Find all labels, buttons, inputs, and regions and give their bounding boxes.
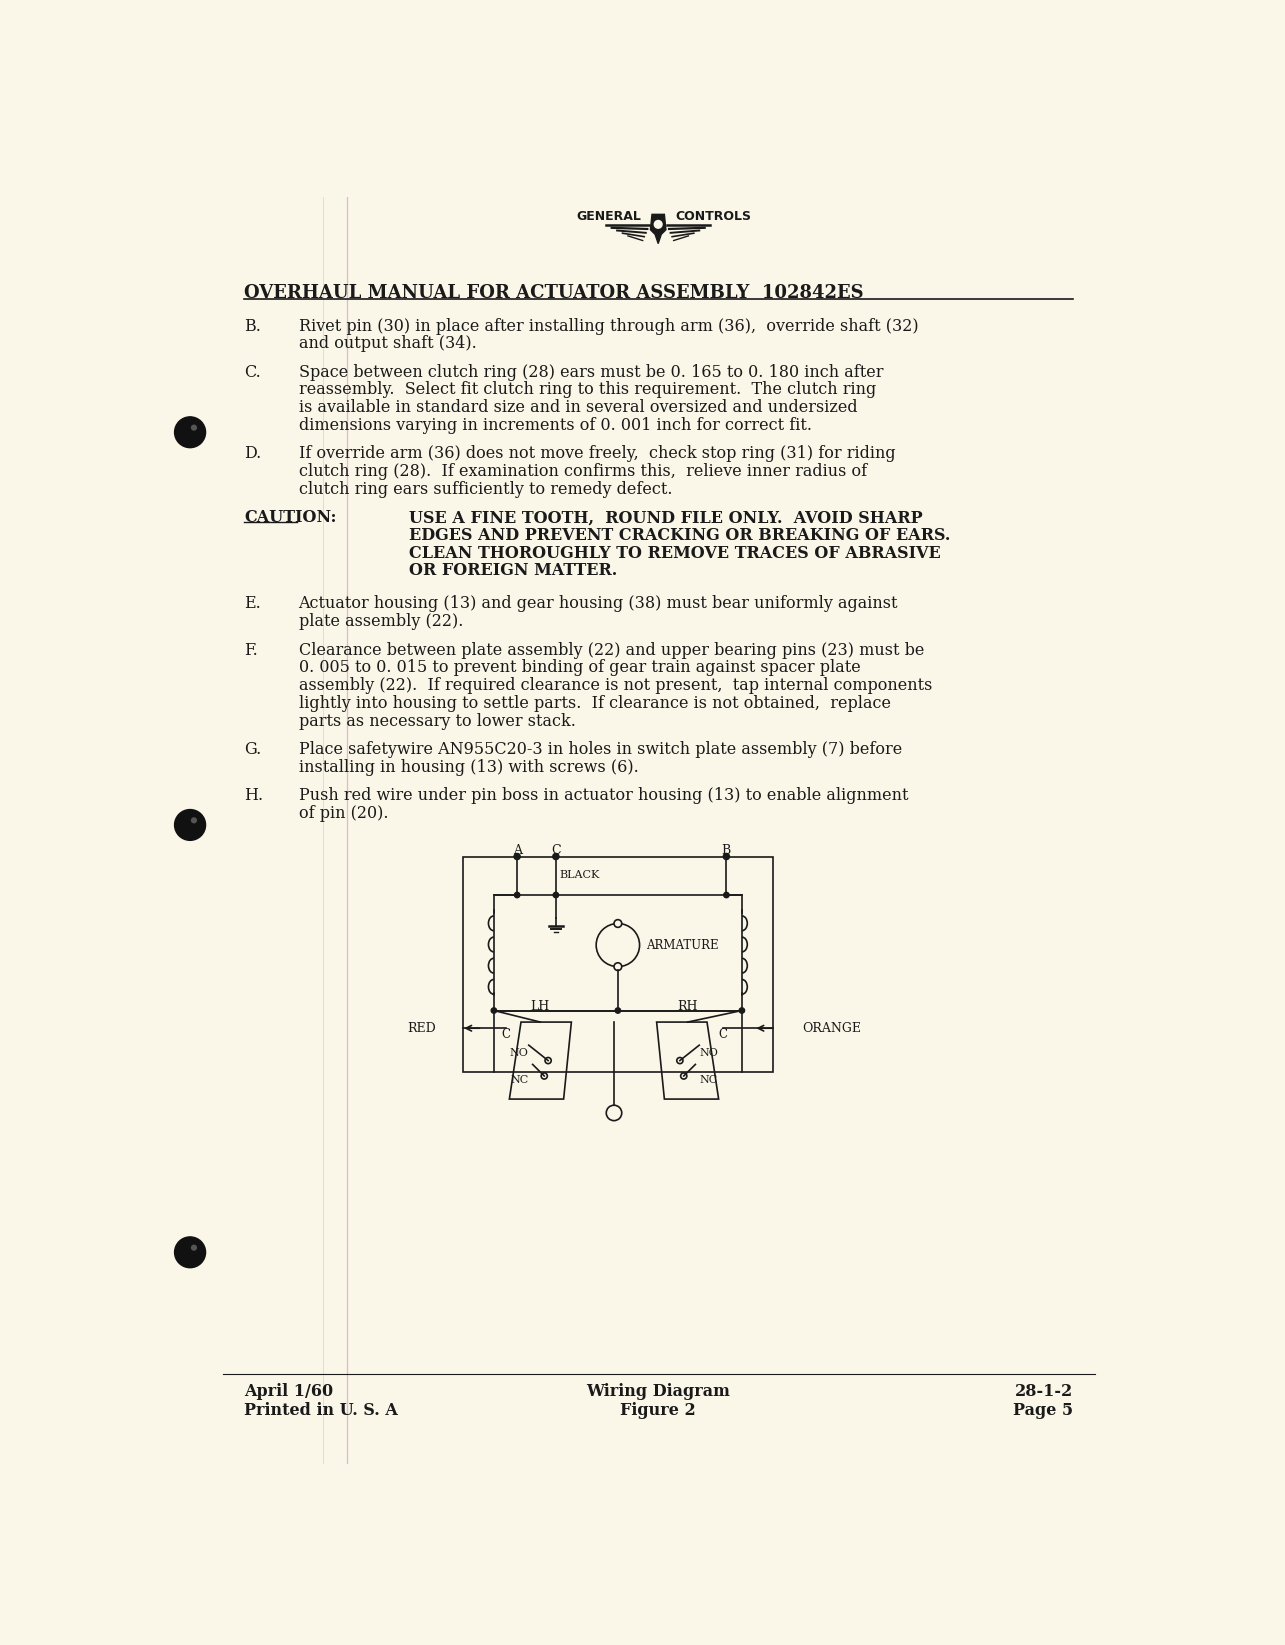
Circle shape [491, 1008, 496, 1013]
Text: G.: G. [244, 740, 262, 758]
Text: USE A FINE TOOTH,  ROUND FILE ONLY.  AVOID SHARP: USE A FINE TOOTH, ROUND FILE ONLY. AVOID… [409, 510, 923, 526]
Circle shape [175, 1237, 206, 1268]
Text: installing in housing (13) with screws (6).: installing in housing (13) with screws (… [298, 758, 639, 776]
Circle shape [191, 818, 197, 824]
Text: reassembly.  Select fit clutch ring to this requirement.  The clutch ring: reassembly. Select fit clutch ring to th… [298, 382, 876, 398]
Text: of pin (20).: of pin (20). [298, 804, 388, 822]
Text: C.: C. [244, 364, 261, 380]
Text: NC: NC [510, 1074, 528, 1084]
Text: Rivet pin (30) in place after installing through arm (36),  override shaft (32): Rivet pin (30) in place after installing… [298, 317, 919, 334]
Text: C: C [501, 1028, 510, 1041]
Text: C: C [551, 844, 560, 857]
Bar [493, 895, 741, 1010]
Text: Place safetywire AN955C20-3 in holes in switch plate assembly (7) before: Place safetywire AN955C20-3 in holes in … [298, 740, 902, 758]
Text: clutch ring ears sufficiently to remedy defect.: clutch ring ears sufficiently to remedy … [298, 480, 672, 498]
Text: dimensions varying in increments of 0. 001 inch for correct fit.: dimensions varying in increments of 0. 0… [298, 416, 812, 434]
Text: D.: D. [244, 446, 262, 462]
Text: BLACK: BLACK [560, 870, 600, 880]
Text: Printed in U. S. A: Printed in U. S. A [244, 1402, 398, 1418]
Text: GENERAL: GENERAL [576, 209, 641, 222]
Text: B.: B. [244, 317, 261, 334]
Text: CONTROLS: CONTROLS [675, 209, 752, 222]
Text: assembly (22).  If required clearance is not present,  tap internal components: assembly (22). If required clearance is … [298, 678, 932, 694]
Text: If override arm (36) does not move freely,  check stop ring (31) for riding: If override arm (36) does not move freel… [298, 446, 896, 462]
Circle shape [553, 892, 559, 898]
Circle shape [616, 1008, 621, 1013]
Text: Space between clutch ring (28) ears must be 0. 165 to 0. 180 inch after: Space between clutch ring (28) ears must… [298, 364, 883, 380]
Text: plate assembly (22).: plate assembly (22). [298, 614, 463, 630]
Text: OVERHAUL MANUAL FOR ACTUATOR ASSEMBLY  102842ES: OVERHAUL MANUAL FOR ACTUATOR ASSEMBLY 10… [244, 285, 864, 303]
Circle shape [191, 424, 197, 431]
Text: LH: LH [531, 1000, 550, 1013]
Text: CLEAN THOROUGHLY TO REMOVE TRACES OF ABRASIVE: CLEAN THOROUGHLY TO REMOVE TRACES OF ABR… [409, 544, 941, 561]
Text: Clearance between plate assembly (22) and upper bearing pins (23) must be: Clearance between plate assembly (22) an… [298, 642, 924, 658]
Text: ARMATURE: ARMATURE [646, 939, 718, 951]
Circle shape [514, 892, 520, 898]
Circle shape [614, 920, 622, 928]
Text: ORANGE: ORANGE [802, 1022, 861, 1035]
Circle shape [553, 854, 559, 860]
Text: EDGES AND PREVENT CRACKING OR BREAKING OF EARS.: EDGES AND PREVENT CRACKING OR BREAKING O… [409, 526, 950, 544]
Text: B: B [722, 844, 731, 857]
Polygon shape [650, 214, 666, 243]
Circle shape [175, 416, 206, 447]
Text: C: C [718, 1028, 727, 1041]
Text: parts as necessary to lower stack.: parts as necessary to lower stack. [298, 712, 576, 729]
Circle shape [514, 854, 520, 860]
Circle shape [175, 809, 206, 841]
Circle shape [723, 892, 729, 898]
Text: Page 5: Page 5 [1013, 1402, 1073, 1418]
Text: NO: NO [699, 1048, 718, 1058]
Text: Figure 2: Figure 2 [621, 1402, 696, 1418]
Text: H.: H. [244, 788, 263, 804]
Text: A: A [513, 844, 522, 857]
Circle shape [739, 1008, 744, 1013]
Text: E.: E. [244, 595, 261, 612]
Text: RED: RED [407, 1022, 436, 1035]
Text: RH: RH [677, 1000, 698, 1013]
Text: Actuator housing (13) and gear housing (38) must bear uniformly against: Actuator housing (13) and gear housing (… [298, 595, 898, 612]
Text: 0. 005 to 0. 015 to prevent binding of gear train against spacer plate: 0. 005 to 0. 015 to prevent binding of g… [298, 660, 861, 676]
Text: Push red wire under pin boss in actuator housing (13) to enable alignment: Push red wire under pin boss in actuator… [298, 788, 908, 804]
Text: NC: NC [699, 1074, 717, 1084]
Text: NO: NO [510, 1048, 528, 1058]
Text: is available in standard size and in several oversized and undersized: is available in standard size and in sev… [298, 400, 857, 416]
Text: 28-1-2: 28-1-2 [1015, 1383, 1073, 1400]
Text: April 1/60: April 1/60 [244, 1383, 333, 1400]
Text: OR FOREIGN MATTER.: OR FOREIGN MATTER. [409, 563, 617, 579]
Circle shape [614, 962, 622, 971]
Text: Wiring Diagram: Wiring Diagram [586, 1383, 730, 1400]
Text: clutch ring (28).  If examination confirms this,  relieve inner radius of: clutch ring (28). If examination confirm… [298, 462, 866, 480]
Circle shape [653, 219, 663, 230]
Text: CAUTION:: CAUTION: [244, 510, 337, 526]
Text: F.: F. [244, 642, 258, 658]
Circle shape [723, 854, 730, 860]
Text: lightly into housing to settle parts.  If clearance is not obtained,  replace: lightly into housing to settle parts. If… [298, 694, 891, 712]
Bar [463, 857, 772, 1073]
Circle shape [191, 1245, 197, 1250]
Text: and output shaft (34).: and output shaft (34). [298, 336, 477, 352]
